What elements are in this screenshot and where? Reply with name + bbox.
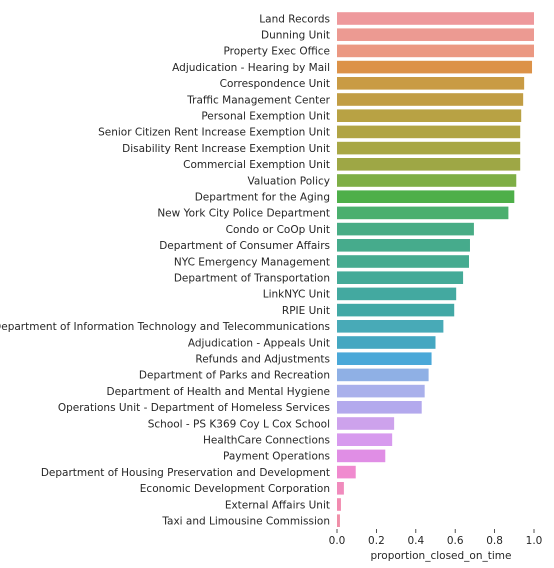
category-labels: Land Records Dunning Unit Property Exec Of… <box>0 13 331 527</box>
x-tick-label-1: 0.2 <box>368 535 385 547</box>
bar-28 <box>337 465 356 479</box>
bar-22 <box>337 368 429 382</box>
category-label-0: Land Records <box>259 13 330 25</box>
category-label-10: Valuation Policy <box>248 175 330 187</box>
category-label-25: School - PS K369 Coy L Cox School <box>148 418 330 430</box>
bar-17 <box>337 287 457 301</box>
category-label-28: Department of Housing Preservation and D… <box>41 467 330 479</box>
bar-19 <box>337 320 444 333</box>
bar-24 <box>337 401 422 414</box>
category-label-11: Department for the Aging <box>195 192 330 204</box>
category-label-30: External Affairs Unit <box>225 499 330 511</box>
category-label-26: HealthCare Connections <box>203 435 330 447</box>
bar-26 <box>337 433 393 446</box>
category-label-29: Economic Development Corporation <box>140 483 330 495</box>
x-tick-label-0: 0.0 <box>329 535 346 547</box>
bar-21 <box>337 352 432 365</box>
category-label-21: Refunds and Adjustments <box>195 354 330 366</box>
bar-27 <box>337 449 386 463</box>
category-label-6: Personal Exemption Unit <box>201 111 330 123</box>
x-tick-label-5: 1.0 <box>526 535 543 547</box>
category-label-20: Adjudication - Appeals Unit <box>188 337 330 349</box>
category-label-18: RPIE Unit <box>282 305 330 317</box>
bar-14 <box>337 239 470 252</box>
bar-23 <box>337 384 425 398</box>
bar-11 <box>337 190 515 203</box>
bar-30 <box>337 498 341 511</box>
x-tick-label-3: 0.6 <box>447 535 464 547</box>
bar-25 <box>337 417 395 430</box>
bar-4 <box>337 77 525 90</box>
bar-20 <box>337 336 436 349</box>
bar-13 <box>337 222 474 236</box>
bar-31 <box>337 514 340 527</box>
category-label-5: Traffic Management Center <box>186 94 330 106</box>
bars-layer <box>337 12 534 527</box>
bar-29 <box>337 482 344 495</box>
bar-15 <box>337 255 469 268</box>
category-label-4: Correspondence Unit <box>220 78 330 90</box>
x-tick-label-4: 0.8 <box>486 535 503 547</box>
bar-3 <box>337 60 533 74</box>
category-label-14: Department of Consumer Affairs <box>159 240 330 252</box>
category-label-19: Department of Information Technology and… <box>0 321 330 333</box>
bar-6 <box>337 109 522 122</box>
bar-5 <box>337 93 524 106</box>
category-label-13: Condo or CoOp Unit <box>226 224 330 236</box>
category-label-24: Operations Unit - Department of Homeless… <box>58 402 330 414</box>
bar-8 <box>337 141 521 155</box>
bar-1 <box>337 28 534 41</box>
category-label-3: Adjudication - Hearing by Mail <box>172 62 330 74</box>
bar-18 <box>337 303 455 317</box>
bar-10 <box>337 174 517 187</box>
category-label-12: New York City Police Department <box>157 208 330 220</box>
bar-12 <box>337 206 509 220</box>
category-label-23: Department of Health and Mental Hygiene <box>107 386 331 398</box>
category-label-7: Senior Citizen Rent Increase Exemption U… <box>98 127 330 139</box>
bar-0 <box>337 12 534 25</box>
category-label-16: Department of Transportation <box>174 273 330 285</box>
x-axis-label: proportion_closed_on_time <box>371 550 512 562</box>
category-label-9: Commercial Exemption Unit <box>183 159 330 171</box>
category-label-31: Taxi and Limousine Commission <box>161 516 330 528</box>
category-label-1: Dunning Unit <box>261 30 330 42</box>
bar-2 <box>337 44 534 58</box>
category-label-2: Property Exec Office <box>223 46 330 58</box>
category-label-27: Payment Operations <box>223 451 330 463</box>
category-label-15: NYC Emergency Management <box>174 256 330 268</box>
bar-7 <box>337 125 521 139</box>
category-label-22: Department of Parks and Recreation <box>139 370 330 382</box>
bar-16 <box>337 271 464 284</box>
x-tick-label-2: 0.4 <box>407 535 424 547</box>
bar-9 <box>337 158 521 171</box>
category-label-8: Disability Rent Increase Exemption Unit <box>122 143 330 155</box>
category-label-17: LinkNYC Unit <box>263 289 330 301</box>
x-axis: 0.0 0.2 0.4 0.6 0.8 1.0 <box>329 529 543 547</box>
